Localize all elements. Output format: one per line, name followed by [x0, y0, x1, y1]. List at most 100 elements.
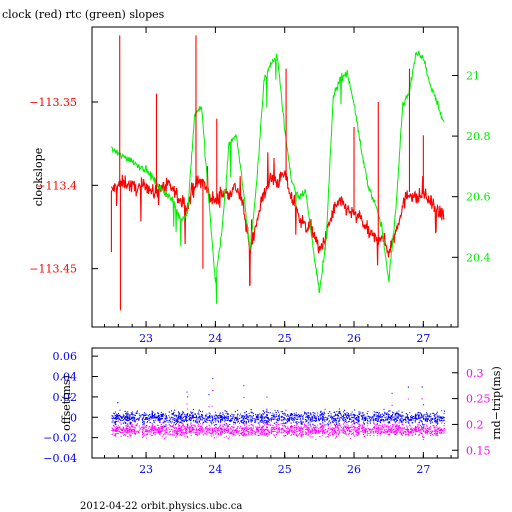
offset-point	[160, 414, 162, 415]
offset-point	[158, 420, 160, 422]
roundtrip-point	[393, 432, 395, 434]
offset-point	[423, 418, 425, 420]
roundtrip-point	[339, 425, 341, 427]
offset-point	[342, 419, 344, 421]
roundtrip-point	[400, 430, 402, 432]
roundtrip-point	[295, 426, 297, 428]
offset-point	[284, 413, 286, 415]
offset-point	[122, 417, 123, 419]
offset-point	[423, 404, 425, 406]
offset-point	[432, 418, 433, 420]
offset-point	[367, 420, 369, 422]
roundtrip-point	[373, 426, 375, 428]
offset-point	[357, 414, 359, 416]
roundtrip-point	[376, 432, 378, 434]
roundtrip-point	[231, 430, 233, 432]
offset-point	[326, 417, 328, 419]
offset-point	[211, 416, 213, 418]
offset-point	[284, 414, 286, 416]
offset-point	[381, 418, 383, 420]
offset-point	[373, 414, 375, 416]
roundtrip-point	[296, 435, 298, 437]
roundtrip-point	[152, 424, 154, 426]
roundtrip-point	[358, 433, 360, 435]
offset-point	[150, 418, 152, 420]
offset-point	[386, 412, 388, 414]
roundtrip-point	[307, 434, 309, 436]
offset-point	[282, 417, 284, 419]
roundtrip-point	[288, 432, 290, 434]
roundtrip-point	[326, 431, 328, 432]
roundtrip-point	[430, 425, 432, 427]
roundtrip-point	[422, 435, 423, 437]
roundtrip-point	[421, 427, 423, 429]
roundtrip-point	[437, 424, 438, 425]
roundtrip-point	[153, 432, 154, 434]
roundtrip-point	[425, 430, 427, 432]
offset-point	[271, 419, 272, 421]
roundtrip-point	[369, 433, 371, 435]
roundtrip-point	[201, 431, 203, 433]
roundtrip-point	[226, 426, 228, 428]
offset-point	[241, 420, 243, 421]
offset-point	[399, 419, 401, 421]
offset-point	[113, 422, 115, 424]
roundtrip-point	[301, 436, 303, 438]
offset-point	[115, 417, 117, 419]
roundtrip-point	[149, 426, 151, 428]
roundtrip-point	[212, 434, 214, 436]
offset-point	[355, 415, 357, 416]
offset-point	[359, 411, 361, 413]
offset-point	[321, 418, 323, 420]
roundtrip-point	[384, 425, 386, 427]
roundtrip-point	[340, 429, 342, 431]
roundtrip-point	[257, 431, 259, 433]
offset-point	[135, 418, 137, 420]
roundtrip-point	[257, 426, 259, 428]
offset-point	[181, 414, 183, 416]
roundtrip-point	[318, 431, 320, 433]
roundtrip-point	[198, 429, 200, 431]
roundtrip-point	[138, 429, 140, 431]
offset-point	[209, 417, 211, 419]
offset-point	[310, 413, 312, 415]
offset-point	[260, 415, 262, 417]
roundtrip-point	[421, 398, 423, 400]
roundtrip-point	[218, 429, 220, 431]
offset-point	[216, 419, 218, 421]
offset-point	[234, 417, 236, 419]
offset-point	[217, 420, 219, 422]
roundtrip-point	[119, 426, 121, 428]
offset-point	[438, 417, 440, 419]
roundtrip-point	[254, 432, 256, 434]
offset-point	[323, 414, 325, 416]
roundtrip-point	[250, 427, 252, 429]
offset-point	[248, 415, 250, 417]
offset-point	[193, 416, 195, 418]
roundtrip-point	[400, 427, 402, 429]
roundtrip-point	[240, 429, 242, 431]
offset-point	[199, 415, 200, 417]
offset-point	[295, 421, 297, 423]
offset-point	[397, 416, 399, 418]
offset-point	[183, 413, 185, 415]
roundtrip-point	[161, 427, 163, 429]
roundtrip-point	[233, 434, 235, 436]
roundtrip-point	[111, 430, 113, 431]
roundtrip-point	[354, 430, 356, 432]
roundtrip-point	[331, 430, 333, 432]
roundtrip-point	[439, 426, 441, 428]
offset-point	[318, 420, 320, 422]
roundtrip-point	[383, 427, 384, 428]
offset-point	[262, 419, 264, 421]
roundtrip-point	[256, 430, 258, 432]
offset-point	[400, 419, 402, 421]
offset-point	[278, 415, 280, 417]
roundtrip-point	[374, 427, 376, 429]
offset-point	[281, 412, 283, 414]
roundtrip-point	[416, 429, 418, 430]
roundtrip-point	[306, 426, 308, 428]
roundtrip-point	[301, 434, 302, 435]
roundtrip-point	[151, 428, 153, 430]
offset-point	[418, 422, 420, 424]
